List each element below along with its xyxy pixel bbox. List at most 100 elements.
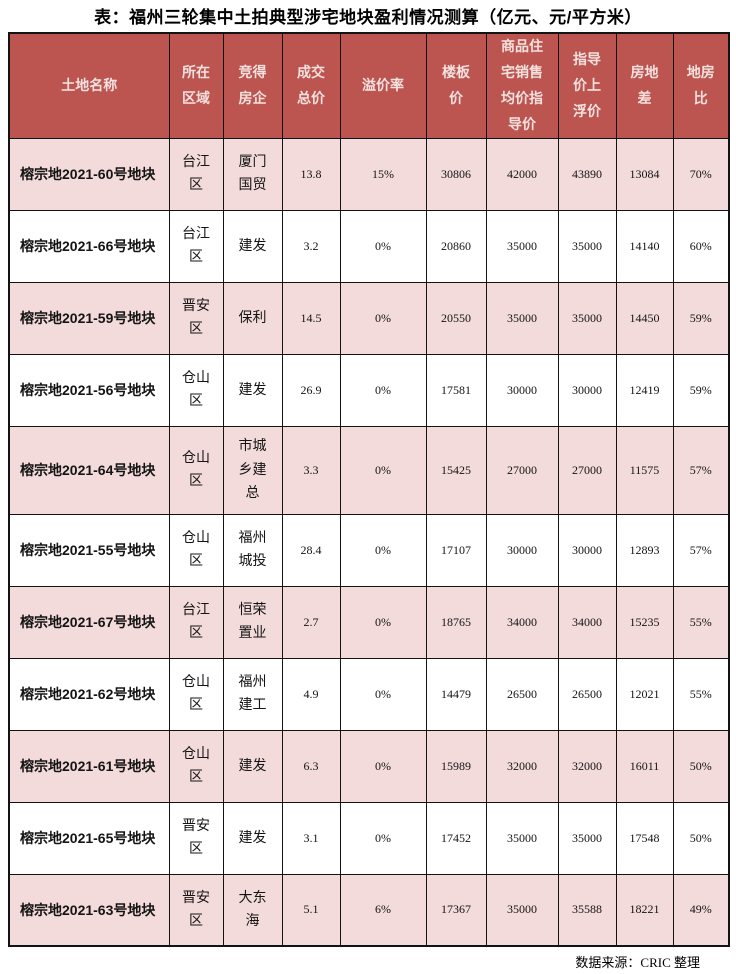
column-header: 楼板价 — [425, 32, 487, 139]
column-header: 商品住宅销售均价指导价 — [485, 32, 559, 139]
table-cell: 晋安区 — [168, 801, 224, 875]
column-header: 房地差 — [615, 32, 674, 139]
table-cell: 30806 — [425, 137, 487, 211]
table-cell: 0% — [339, 353, 427, 427]
table-cell: 建发 — [222, 801, 283, 875]
table-cell: 50% — [672, 729, 730, 803]
table-cell: 仓山区 — [168, 425, 224, 515]
table-cell: 32000 — [557, 729, 617, 803]
table-cell: 18221 — [615, 873, 674, 947]
table-cell: 15235 — [615, 585, 674, 659]
table-cell: 26500 — [485, 657, 559, 731]
table-cell: 榕宗地2021-67号地块 — [8, 585, 170, 659]
column-header: 竞得房企 — [222, 32, 283, 139]
table-cell: 34000 — [485, 585, 559, 659]
table-cell: 14479 — [425, 657, 487, 731]
table-cell: 福州城投 — [222, 513, 283, 587]
table-cell: 17107 — [425, 513, 487, 587]
table-cell: 20550 — [425, 281, 487, 355]
table-cell: 仓山区 — [168, 729, 224, 803]
table-cell: 70% — [672, 137, 730, 211]
table-cell: 17581 — [425, 353, 487, 427]
table-cell: 13084 — [615, 137, 674, 211]
data-source-note: 数据来源：CRIC 整理 — [575, 955, 700, 971]
table-cell: 保利 — [222, 281, 283, 355]
table-cell: 20860 — [425, 209, 487, 283]
table-cell: 18765 — [425, 585, 487, 659]
table-cell: 台江区 — [168, 137, 224, 211]
table-cell: 晋安区 — [168, 281, 224, 355]
table-cell: 榕宗地2021-59号地块 — [8, 281, 170, 355]
table-cell: 14450 — [615, 281, 674, 355]
table-row: 榕宗地2021-65号地块 晋安区 建发 3.1 0% 17452 35000 35000 17… — [8, 801, 730, 875]
table-cell: 3.3 — [281, 425, 341, 515]
table-cell: 27000 — [485, 425, 559, 515]
table-cell: 34000 — [557, 585, 617, 659]
table-cell: 28.4 — [281, 513, 341, 587]
table-cell: 恒荣置业 — [222, 585, 283, 659]
table-cell: 17367 — [425, 873, 487, 947]
table-row: 榕宗地2021-67号地块 台江区 恒荣置业 2.7 0% 18765 34000 34000… — [8, 585, 730, 659]
table-cell: 仓山区 — [168, 513, 224, 587]
table-row: 榕宗地2021-56号地块 仓山区 建发 26.9 0% 17581 30000 30000 1… — [8, 353, 730, 427]
table-cell: 厦门国贸 — [222, 137, 283, 211]
table-row: 榕宗地2021-60号地块 台江区 厦门国贸 13.8 15% 30806 42000 438… — [8, 137, 730, 211]
table-cell: 43890 — [557, 137, 617, 211]
table-cell: 仓山区 — [168, 353, 224, 427]
table-cell: 12893 — [615, 513, 674, 587]
table-cell: 榕宗地2021-63号地块 — [8, 873, 170, 947]
column-header: 地房比 — [672, 32, 730, 139]
table-cell: 6.3 — [281, 729, 341, 803]
table-body: 榕宗地2021-60号地块 台江区 厦门国贸 13.8 15% 30806 42000 438… — [8, 137, 730, 947]
table-cell: 32000 — [485, 729, 559, 803]
table-cell: 榕宗地2021-62号地块 — [8, 657, 170, 731]
table-cell: 27000 — [557, 425, 617, 515]
column-header: 土地名称 — [8, 32, 170, 139]
table-row: 榕宗地2021-63号地块 晋安区 大东海 5.1 6% 17367 35000 35588 1… — [8, 873, 730, 947]
table-cell: 大东海 — [222, 873, 283, 947]
table-cell: 5.1 — [281, 873, 341, 947]
table-cell: 57% — [672, 425, 730, 515]
table-cell: 台江区 — [168, 209, 224, 283]
table-row: 榕宗地2021-59号地块 晋安区 保利 14.5 0% 20550 35000 35000 1… — [8, 281, 730, 355]
table-cell: 35000 — [485, 873, 559, 947]
table-cell: 35000 — [557, 281, 617, 355]
table-cell: 15989 — [425, 729, 487, 803]
table-cell: 55% — [672, 657, 730, 731]
table-cell: 榕宗地2021-55号地块 — [8, 513, 170, 587]
table-row: 榕宗地2021-64号地块 仓山区 市城乡建总 3.3 0% 15425 27000 2700… — [8, 425, 730, 515]
table-cell: 26500 — [557, 657, 617, 731]
table-cell: 14.5 — [281, 281, 341, 355]
column-header: 所在区域 — [168, 32, 224, 139]
table-cell: 0% — [339, 513, 427, 587]
table-cell: 仓山区 — [168, 657, 224, 731]
table-cell: 6% — [339, 873, 427, 947]
table-cell: 26.9 — [281, 353, 341, 427]
table-cell: 57% — [672, 513, 730, 587]
table-cell: 14140 — [615, 209, 674, 283]
table-cell: 30000 — [557, 353, 617, 427]
table-cell: 建发 — [222, 729, 283, 803]
table-cell: 55% — [672, 585, 730, 659]
table-cell: 12021 — [615, 657, 674, 731]
table-cell: 台江区 — [168, 585, 224, 659]
table-cell: 35588 — [557, 873, 617, 947]
column-header: 溢价率 — [339, 32, 427, 139]
table-cell: 35000 — [485, 801, 559, 875]
table-row: 榕宗地2021-66号地块 台江区 建发 3.2 0% 20860 35000 35000 14… — [8, 209, 730, 283]
table-cell: 0% — [339, 657, 427, 731]
table-cell: 50% — [672, 801, 730, 875]
table-cell: 福州建工 — [222, 657, 283, 731]
table-cell: 3.2 — [281, 209, 341, 283]
table-cell: 12419 — [615, 353, 674, 427]
table-cell: 60% — [672, 209, 730, 283]
table-cell: 49% — [672, 873, 730, 947]
table-cell: 30000 — [485, 353, 559, 427]
column-header: 成交总价 — [281, 32, 341, 139]
table-cell: 30000 — [485, 513, 559, 587]
table-cell: 2.7 — [281, 585, 341, 659]
table-cell: 榕宗地2021-65号地块 — [8, 801, 170, 875]
table-cell: 30000 — [557, 513, 617, 587]
column-header: 指导价上浮价 — [557, 32, 617, 139]
